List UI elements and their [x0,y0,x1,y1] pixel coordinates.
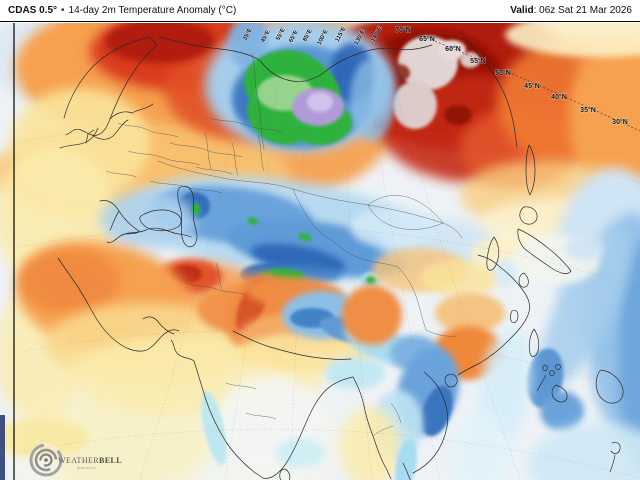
lat-label: 50°N [495,69,511,77]
valid-time: Valid: 06z Sat 21 Mar 2026 [510,5,632,16]
valid-value: : 06z Sat 21 Mar 2026 [533,5,632,16]
domain-edge-meridian [399,26,640,132]
map-title: CDAS 0.5° • 14-day 2m Temperature Anomaly … [8,5,236,16]
title-bar: CDAS 0.5° • 14-day 2m Temperature Anomaly … [0,0,640,22]
lat-label: 60°N [445,45,461,53]
lat-label: 30°N [612,118,628,126]
longitude-labels: 35°E 45°E 55°E 65°E 85°E 100°E 115°E 130°E 140°E [242,25,384,46]
graticule-grid [13,23,640,480]
logo-wordmark: WEATHERBELL [58,456,122,465]
valid-label: Valid [510,5,534,16]
coastlines [57,30,624,480]
hurricane-swirl-icon [29,443,63,477]
weatherbell-logo: WEATHERBELL analytics [29,443,122,477]
lat-label: 40°N [551,93,567,101]
lat-label: 45°N [524,82,540,90]
lat-label: 70°N [395,26,411,34]
title-separator: • [61,5,65,16]
country-borders [105,52,463,437]
logo-subtext: analytics [77,466,96,470]
anomaly-color-field [0,23,640,480]
temperature-anomaly-map: 70°N 65°N 60°N 55°N 50°N 45°N 40°N 35°N 30°N 35°… [0,23,640,480]
lat-label: 65°N [419,35,435,43]
product-title: 14-day 2m Temperature Anomaly (°C) [68,5,237,16]
lat-label: 55°N [470,57,486,65]
model-name: CDAS 0.5° [8,5,58,16]
lat-label: 35°N [580,106,596,114]
latitude-labels: 70°N 65°N 60°N 55°N 50°N 45°N 40°N 35°N 30°N [395,26,629,127]
map-area: 70°N 65°N 60°N 55°N 50°N 45°N 40°N 35°N 30°N 35°… [0,23,640,480]
